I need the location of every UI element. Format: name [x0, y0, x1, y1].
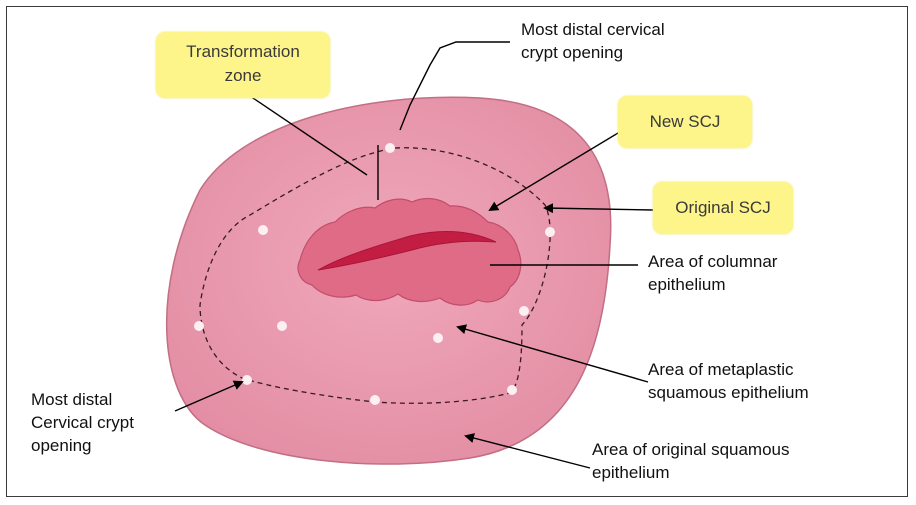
- label-new-scj: New SCJ: [618, 96, 752, 148]
- columnar-epithelium: [297, 197, 522, 306]
- label-most-distal-crypt-top: Most distal cervical crypt opening: [521, 20, 665, 62]
- label-original-squamous: Area of original squamous epithelium: [592, 440, 790, 482]
- leader-lines: [174, 41, 654, 469]
- label-metaplastic-epithelium: Area of metaplastic squamous epithelium: [648, 360, 809, 402]
- label-most-distal-crypt-left: Most distal Cervical crypt opening: [31, 390, 134, 455]
- label-columnar-epithelium: Area of columnar epithelium: [648, 252, 778, 294]
- label-transformation-zone: Transformation zone: [156, 32, 330, 98]
- crypt-openings: [194, 143, 555, 405]
- label-original-scj: Original SCJ: [653, 182, 793, 234]
- external-os: [317, 231, 497, 271]
